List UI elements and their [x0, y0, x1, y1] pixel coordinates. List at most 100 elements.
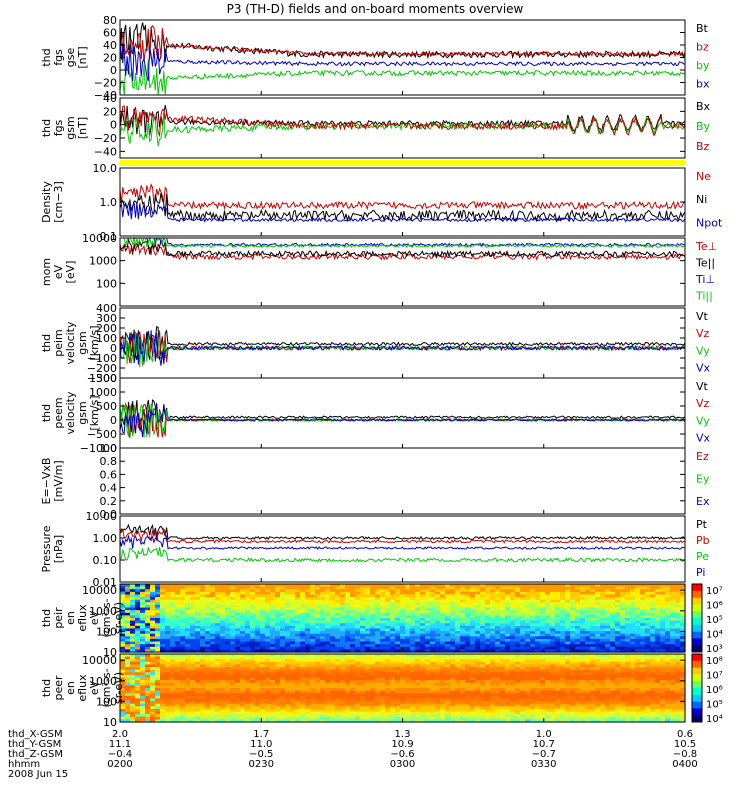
spectrogram-cell — [130, 688, 136, 692]
spectrogram-cell — [475, 667, 481, 671]
spectrogram-cell — [330, 654, 336, 658]
spectrogram-cell — [415, 607, 421, 611]
y-tick-label: 60 — [103, 27, 117, 40]
spectrogram-cell — [280, 628, 286, 632]
spectrogram-cell — [625, 646, 631, 650]
spectrogram-cell — [365, 674, 371, 679]
spectrogram-cell — [530, 690, 536, 694]
spectrogram-cell — [600, 615, 606, 619]
spectrogram-cell — [420, 610, 426, 614]
spectrogram-cell — [380, 638, 386, 643]
spectrogram-cell — [460, 644, 466, 648]
spectrogram-cell — [525, 649, 531, 653]
spectrogram-cell — [360, 672, 366, 676]
spectrogram-cell — [365, 688, 371, 692]
spectrogram-cell — [160, 607, 166, 611]
spectrogram-cell — [215, 604, 221, 609]
spectrogram-cell — [350, 607, 356, 611]
spectrogram-cell — [650, 641, 656, 645]
spectrogram-cell — [445, 641, 451, 645]
spectrogram-cell — [405, 589, 411, 593]
spectrogram-cell — [265, 688, 271, 692]
spectrogram-cell — [530, 591, 536, 596]
spectrogram-cell — [335, 602, 341, 606]
spectrogram-cell — [370, 641, 376, 645]
spectrogram-cell — [345, 602, 351, 606]
spectrogram-cell — [145, 594, 151, 598]
spectrogram-cell — [385, 597, 391, 601]
spectrogram-cell — [210, 680, 216, 684]
spectrogram-cell — [625, 669, 631, 673]
spectrogram-cell — [425, 674, 431, 679]
spectrogram-cell — [455, 685, 461, 689]
spectrogram-cell — [510, 633, 516, 637]
spectrogram-cell — [460, 615, 466, 619]
spectrogram-cell — [295, 659, 301, 663]
spectrogram-cell — [550, 615, 556, 619]
spectrogram-cell — [570, 674, 576, 679]
spectrogram-cell — [545, 610, 551, 614]
spectrogram-cell — [310, 649, 316, 653]
spectrogram-cell — [150, 602, 156, 606]
spectrogram-cell — [510, 664, 516, 668]
spectrogram-cell — [210, 688, 216, 692]
spectrogram-cell — [300, 693, 306, 697]
spectrogram-cell — [365, 649, 371, 653]
spectrogram-cell — [170, 620, 176, 624]
spectrogram-cell — [500, 667, 506, 671]
spectrogram-cell — [290, 644, 296, 648]
spectrogram-cell — [440, 612, 446, 616]
spectrogram-cell — [145, 667, 151, 671]
spectrogram-cell — [355, 693, 361, 697]
spectrogram-cell — [130, 664, 136, 668]
spectrogram-cell — [455, 646, 461, 650]
spectrogram-cell — [385, 620, 391, 624]
spectrogram-cell — [290, 602, 296, 606]
spectrogram-cell — [155, 599, 161, 603]
spectrogram-cell — [650, 659, 656, 663]
spectrogram-cell — [480, 625, 486, 630]
spectrogram-cell — [235, 672, 241, 676]
spectrogram-cell — [455, 680, 461, 684]
spectrogram-cell — [220, 641, 226, 645]
spectrogram-cell — [385, 618, 391, 622]
spectrogram-cell — [475, 682, 481, 686]
spectrogram-cell — [510, 682, 516, 686]
spectrogram-cell — [650, 690, 656, 694]
spectrogram-cell — [595, 586, 601, 590]
spectrogram-cell — [275, 615, 281, 619]
spectrogram-cell — [360, 618, 366, 622]
spectrogram-cell — [370, 602, 376, 606]
spectrogram-cell — [340, 638, 346, 643]
spectrogram-cell — [270, 674, 276, 679]
spectrogram-cell — [215, 649, 221, 653]
spectrogram-cell — [460, 623, 466, 627]
spectrogram-cell — [390, 690, 396, 694]
spectrogram-cell — [550, 649, 556, 653]
spectrogram-cell — [165, 607, 171, 611]
spectrogram-cell — [610, 607, 616, 611]
y-tick-label: 100 — [96, 625, 117, 638]
spectrogram-cell — [305, 649, 311, 653]
spectrogram-cell — [620, 667, 626, 671]
spectrogram-cell — [195, 594, 201, 598]
spectrogram-cell — [335, 667, 341, 671]
spectrogram-cell — [185, 610, 191, 614]
spectrogram-cell — [505, 623, 511, 627]
spectrogram-cell — [570, 659, 576, 663]
spectrogram-cell — [550, 604, 556, 609]
spectrogram-cell — [605, 612, 611, 616]
spectrogram-cell — [375, 586, 381, 590]
spectrogram-cell — [225, 649, 231, 653]
spectrogram-cell — [515, 623, 521, 627]
spectrogram-cell — [405, 620, 411, 624]
spectrogram-cell — [275, 654, 281, 658]
spectrogram-cell — [410, 680, 416, 684]
spectrogram-cell — [640, 620, 646, 624]
spectrogram-cell — [270, 682, 276, 686]
spectrogram-cell — [390, 618, 396, 622]
spectrogram-cell — [250, 677, 256, 681]
y-tick-label: 1500 — [89, 372, 117, 385]
spectrogram-cell — [240, 638, 246, 643]
spectrogram-cell — [190, 597, 196, 601]
